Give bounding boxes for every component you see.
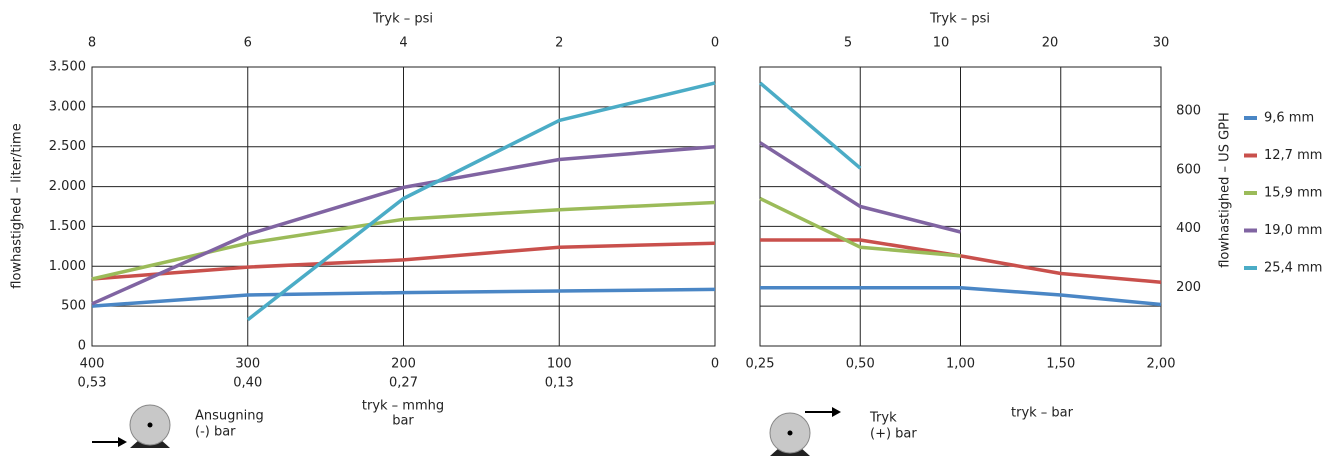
- x2-axis-title: Tryk – psi: [372, 12, 433, 27]
- x-tick-label: 0,50: [846, 357, 875, 372]
- pump-right: [769, 407, 841, 456]
- annotation: (+) bar: [870, 427, 917, 442]
- x-tick-label: 0: [711, 357, 719, 372]
- x-axis-title-2: bar: [392, 414, 414, 429]
- x-tick-label: 2,00: [1147, 357, 1176, 372]
- x-tick-label: 1,50: [1046, 357, 1075, 372]
- x-tick-label-bar: 0,27: [389, 376, 418, 391]
- x2-tick-label: 6: [244, 36, 252, 51]
- y2-tick-label: 400: [1176, 221, 1201, 236]
- annotation: Tryk: [869, 411, 897, 426]
- x2-tick-label: 20: [1042, 36, 1059, 51]
- x-tick-label: 200: [391, 357, 416, 372]
- x-tick-label-bar: 0,40: [233, 376, 262, 391]
- x2-axis-title: Tryk – psi: [929, 12, 990, 27]
- y2-tick-label: 800: [1176, 104, 1201, 119]
- x2-tick-label: 2: [555, 36, 563, 51]
- x2-tick-label: 10: [933, 36, 950, 51]
- x-tick-label-bar: 0,13: [545, 376, 574, 391]
- y2-tick-label: 600: [1176, 162, 1201, 177]
- series-line: [760, 286, 1162, 307]
- x2-tick-label: 5: [844, 36, 852, 51]
- series-line: [91, 144, 716, 306]
- y-tick-label: 1.500: [49, 219, 86, 234]
- legend-label: 15,9 mm: [1264, 186, 1322, 201]
- x-axis-title: tryk – mmhg: [362, 399, 444, 414]
- y-tick-label: 1.000: [49, 259, 86, 274]
- x-tick-label: 300: [235, 357, 260, 372]
- y-tick-label: 2.500: [49, 139, 86, 154]
- x2-tick-label: 4: [399, 36, 407, 51]
- y-tick-label: 3.500: [49, 60, 86, 75]
- x2-tick-label: 0: [711, 36, 719, 51]
- series-line: [91, 287, 716, 308]
- annotation: (-) bar: [195, 425, 236, 440]
- x2-tick-label: 30: [1153, 36, 1170, 51]
- x-tick-label-bar: 0,53: [78, 376, 107, 391]
- y-tick-label: 3.000: [49, 99, 86, 114]
- y2-axis-title: flowhastighed – US GPH: [1218, 112, 1233, 268]
- y-tick-label: 2.000: [49, 179, 86, 194]
- pump-left: [92, 404, 171, 448]
- y2-tick-label: 200: [1176, 280, 1201, 295]
- series-line: [758, 81, 862, 170]
- legend-label: 9,6 mm: [1264, 111, 1314, 126]
- x2-tick-label: 8: [88, 36, 96, 51]
- x-tick-label: 100: [547, 357, 572, 372]
- series-line: [91, 200, 716, 281]
- legend-label: 19,0 mm: [1264, 223, 1322, 238]
- series-line: [246, 81, 716, 322]
- y-axis-title: flowhastighed – liter/time: [10, 123, 25, 288]
- series-line: [759, 196, 961, 258]
- series-line: [759, 141, 961, 234]
- x-tick-label: 1,00: [946, 357, 975, 372]
- y-tick-label: 0: [78, 339, 86, 354]
- series-line: [91, 241, 716, 281]
- x-axis-title: tryk – bar: [1011, 406, 1074, 421]
- annotation: Ansugning: [195, 409, 264, 424]
- x-tick-label: 0,25: [746, 357, 775, 372]
- x-tick-label: 400: [80, 357, 105, 372]
- legend-label: 12,7 mm: [1264, 148, 1322, 163]
- y-tick-label: 500: [61, 299, 86, 314]
- legend-label: 25,4 mm: [1264, 261, 1322, 276]
